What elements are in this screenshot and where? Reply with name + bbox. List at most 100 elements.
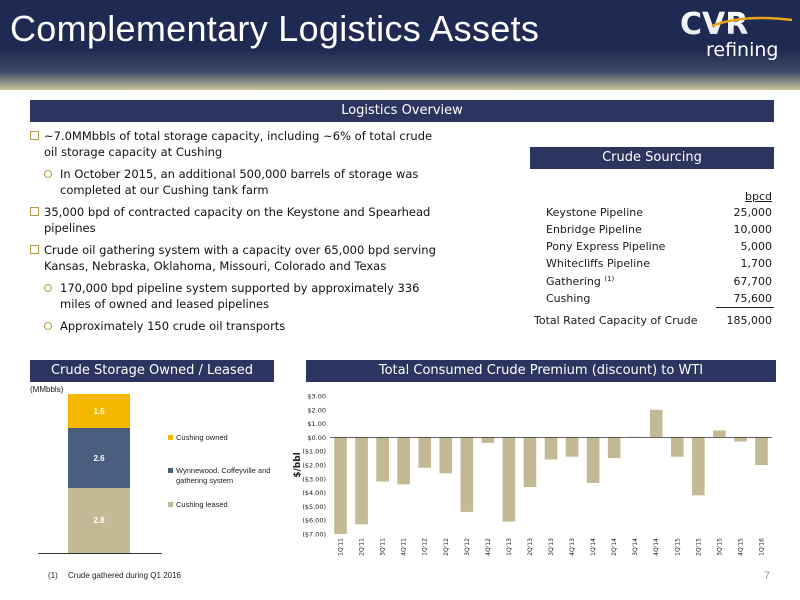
legend-swatch [168,468,173,473]
x-tick-label: 2Q'14 [611,538,618,556]
x-tick-label: 1Q'11 [338,538,345,556]
table-row: Gathering (1) 67,700 [530,275,774,291]
bullet-item: Crude oil gathering system with a capaci… [30,242,438,274]
x-tick-label: 1Q'13 [506,538,513,556]
row-value: 10,000 [733,223,773,236]
bar [544,437,558,460]
bullet-text: In October 2015, an additional 500,000 b… [60,167,419,197]
bar [523,437,537,488]
bar [565,437,579,457]
row-value: 75,600 [733,292,773,305]
y-tick-label: ($1.00) [302,448,326,456]
x-tick-label: 1Q'15 [674,538,681,556]
legend-item: Cushing owned [168,433,278,443]
bar [418,437,432,468]
data-label: 2.6 [93,453,105,463]
data-label: 2.8 [93,516,105,525]
x-tick-label: 3Q'12 [464,538,471,556]
bar [734,437,747,442]
x-tick-label: 4Q'13 [569,538,576,556]
row-name-text: Gathering [546,275,601,288]
row-name: Pony Express Pipeline [546,240,666,253]
sub-bullet-item: Approximately 150 crude oil transports [30,318,438,334]
bar [502,437,516,522]
row-value: 67,700 [733,275,773,288]
x-tick-label: 4Q'11 [401,538,408,556]
crude-sourcing-heading: Crude Sourcing [530,147,774,169]
bar [670,437,684,457]
table-row: Enbridge Pipeline 10,000 [530,223,774,239]
bar [397,437,410,485]
y-tick-label: $2.00 [307,406,326,414]
legend-label: Wynnewood, Coffeyville and gathering sys… [176,466,271,485]
y-tick-label: ($5.00) [302,503,326,511]
bar [713,430,726,438]
y-tick-label: $1.00 [307,420,326,428]
row-value: 25,000 [733,206,773,219]
bullet-text: Crude oil gathering system with a capaci… [44,243,436,273]
bar [334,437,347,534]
y-tick-label: $0.00 [307,434,326,442]
x-axis-line [38,553,162,554]
unit-label: (MMbbls) [30,385,64,394]
bar [439,437,453,474]
x-tick-label: 2Q'12 [443,538,450,556]
total-name: Total Rated Capacity of Crude [534,314,698,327]
circle-bullet-icon [44,284,52,292]
data-label: 1.5 [93,406,105,416]
bar [460,437,474,512]
bullet-text: ~7.0MMbbls of total storage capacity, in… [44,129,433,159]
premium-chart-heading: Total Consumed Crude Premium (discount) … [306,360,776,382]
legend-label: Cushing leased [176,500,228,509]
bar-segment-cushing-leased: 2.8 [68,488,130,553]
sum-divider [716,307,774,308]
bar-segment-wynnewood: 2.6 [68,428,130,488]
bar-segment-cushing-owned: 1.5 [68,394,130,428]
circle-bullet-icon [44,322,52,330]
bar [376,437,389,482]
table-row: Keystone Pipeline 25,000 [530,206,774,222]
bullet-item: ~7.0MMbbls of total storage capacity, in… [30,128,438,160]
row-value: 1,700 [740,257,773,270]
total-row: Total Rated Capacity of Crude 185,000 [530,314,774,330]
x-tick-label: 1Q'12 [422,538,429,556]
legend-swatch [168,435,173,440]
y-tick-label: ($3.00) [302,475,326,483]
table-row: Cushing 75,600 [530,292,774,308]
bar [692,437,705,496]
table-row: Whitecliffs Pipeline 1,700 [530,257,774,273]
x-tick-label: 1Q'14 [590,538,597,556]
circle-bullet-icon [44,170,52,178]
row-name: Keystone Pipeline [546,206,644,219]
x-tick-label: 3Q'15 [716,538,723,556]
legend-label: Cushing owned [176,433,228,442]
bar [586,437,600,483]
premium-bar-chart: $3.00 $2.00 $1.00 $0.00 ($1.00) ($2.00) ($3.00… [293,393,772,556]
header-banner: Complementary Logistics Assets CVR refin… [0,0,800,90]
cvr-refining-logo: CVR refining [680,7,793,60]
bullet-text: 35,000 bpd of contracted capacity on the… [44,205,431,235]
bar [607,437,621,459]
footnote-marker: (1) [48,571,58,580]
legend-item: Cushing leased [168,500,278,510]
y-axis-label: $/bbl [293,452,303,478]
page-title: Complementary Logistics Assets [10,8,540,49]
footnote: (1) Crude gathered during Q1 2016 [48,571,181,580]
sub-bullet-item: 170,000 bpd pipeline system supported by… [30,280,438,312]
bar [755,437,768,465]
table-row: Pony Express Pipeline 5,000 [530,240,774,256]
footnote-ref: (1) [604,275,615,283]
x-tick-label: 4Q'12 [485,538,492,556]
x-tick-label: 3Q'14 [632,538,639,556]
row-name: Gathering (1) [546,275,614,288]
y-tick-label: ($4.00) [302,489,326,497]
x-tick-label: 4Q'15 [737,538,744,556]
legend-item: Wynnewood, Coffeyville and gathering sys… [168,466,278,486]
bar [649,409,663,438]
bullet-text: 170,000 bpd pipeline system supported by… [60,281,420,311]
logo-text-refining: refining [706,39,778,60]
logistics-overview-heading: Logistics Overview [30,100,774,122]
x-tick-label: 3Q'13 [548,538,555,556]
y-tick-label: $3.00 [307,393,326,401]
x-tick-label: 2Q'15 [695,538,702,556]
